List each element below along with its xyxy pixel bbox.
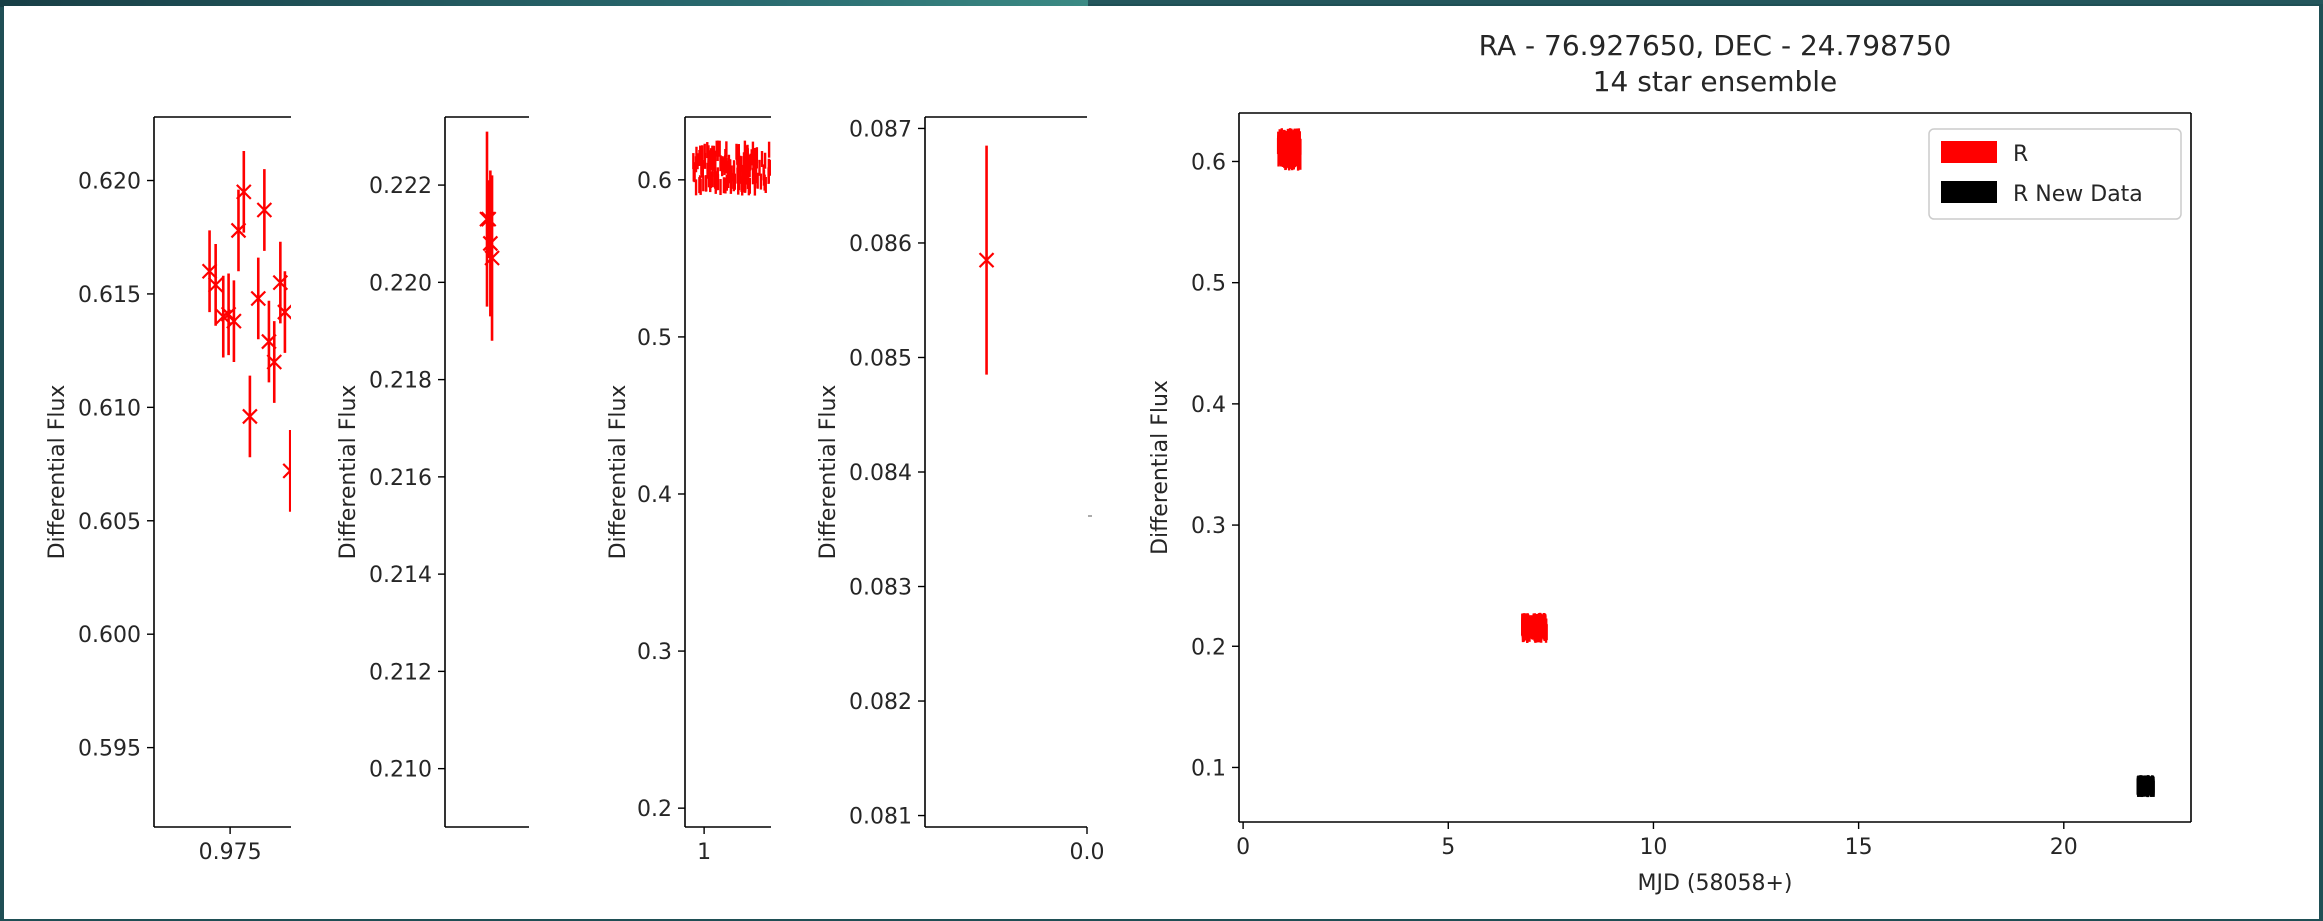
y-axis-label: Differential Flux [45,385,70,560]
x-tick-label: 0.0 [1070,840,1105,865]
window-title-bar [0,0,1088,7]
y-axis-label: Differential Flux [336,385,361,560]
y-tick-label: 0.4 [1191,393,1226,418]
y-axis-label: Differential Flux [816,385,841,560]
plot-area [201,151,291,512]
y-tick-label: 0.087 [849,117,912,142]
data-point [250,290,267,307]
y-tick-label: 0.083 [849,576,912,601]
y-tick-label: 0.216 [369,466,432,491]
y-tick-label: 0.605 [78,510,141,535]
y-tick-label: 0.082 [849,690,912,715]
legend: R R New Data [1928,128,2182,220]
data-point [484,250,500,266]
legend-swatch [1941,141,1997,163]
figure-canvas: 0.595 0.600 0.605 0.610 0.615 0.620 0.975 Diffe… [4,6,2319,919]
x-tick-label: 0.975 [199,840,262,865]
subplot-3: 0.2 0.3 0.4 0.5 0.6 1 Differential Flux [606,116,771,865]
y-tick-label: 0.6 [637,169,672,194]
data-point [277,304,291,320]
y-tick-label: 0.212 [369,660,432,685]
y-tick-label: 0.210 [369,758,432,783]
y-tick-label: 0.3 [637,640,672,665]
chart-title: RA - 76.927650, DEC - 24.798750 [1479,29,1952,62]
x-tick-label: 10 [1639,835,1667,860]
y-tick-label: 0.6 [1191,150,1226,175]
legend-swatch [1941,181,1997,203]
y-tick-label: 0.5 [637,326,672,351]
y-tick-label: 0.3 [1191,514,1226,539]
x-tick-label: 1 [697,840,711,865]
y-tick-label: 0.4 [637,483,672,508]
data-point [480,211,497,227]
y-tick-label: 0.600 [78,623,141,648]
data-point [236,184,252,200]
y-axis-label: Differential Flux [606,385,631,560]
y-tick-label: 0.2 [637,797,672,822]
data-point [207,277,224,293]
subplot-5: 0.1 0.2 0.3 0.4 0.5 0.6 0 5 10 15 20 Differential F… [1148,29,2192,896]
x-axis-label: MJD (58058+) [1638,871,1793,896]
figure-svg: 0.5950.6000.6050.6100.6150.6200.975Diffe… [45,29,2192,896]
subplot-4: 0.081 0.082 0.083 0.084 0.085 0.086 0.087 0.0 Di… [816,116,1105,865]
y-tick-label: 0.5 [1191,272,1226,297]
plot-area [978,145,995,375]
data-point [978,252,995,268]
y-tick-label: 0.2 [1191,635,1226,660]
y-tick-label: 0.620 [78,170,141,195]
plot-area [1276,128,2155,798]
data-point [201,263,218,280]
y-tick-label: 0.081 [849,805,912,830]
chart-subtitle: 14 star ensemble [1593,65,1838,98]
y-tick-label: 0.615 [78,283,141,308]
y-tick-label: 0.214 [369,563,432,588]
y-tick-label: 0.084 [849,461,912,486]
plot-area [692,140,771,196]
x-tick-label: 5 [1441,835,1455,860]
subplot-1: 0.595 0.600 0.605 0.610 0.615 0.620 0.975 Diffe… [45,116,291,865]
x-tick-label: 20 [2050,835,2078,860]
data-point [226,313,242,329]
y-tick-label: 0.610 [78,396,141,421]
data-point [482,235,499,252]
x-tick-label: 15 [1845,835,1873,860]
subplot-2: 0.210 0.212 0.214 0.216 0.218 0.220 0.222 Diffe… [336,116,529,828]
data-point [266,354,283,370]
y-tick-label: 0.218 [369,369,432,394]
window-title-bar-right [1088,0,2323,4]
legend-label: R [2013,142,2028,167]
x-tick-label: 0 [1236,835,1250,860]
legend-label: R New Data [2013,182,2143,207]
y-tick-label: 0.085 [849,346,912,371]
y-tick-label: 0.595 [78,737,141,762]
y-tick-label: 0.086 [849,232,912,257]
data-point [282,463,291,479]
y-axis-label: Differential Flux [1148,380,1173,555]
y-tick-label: 0.222 [369,174,432,199]
data-point [256,202,273,218]
y-tick-label: 0.1 [1191,756,1226,781]
data-point [242,408,258,425]
plot-area [479,131,500,341]
y-tick-label: 0.220 [369,271,432,296]
